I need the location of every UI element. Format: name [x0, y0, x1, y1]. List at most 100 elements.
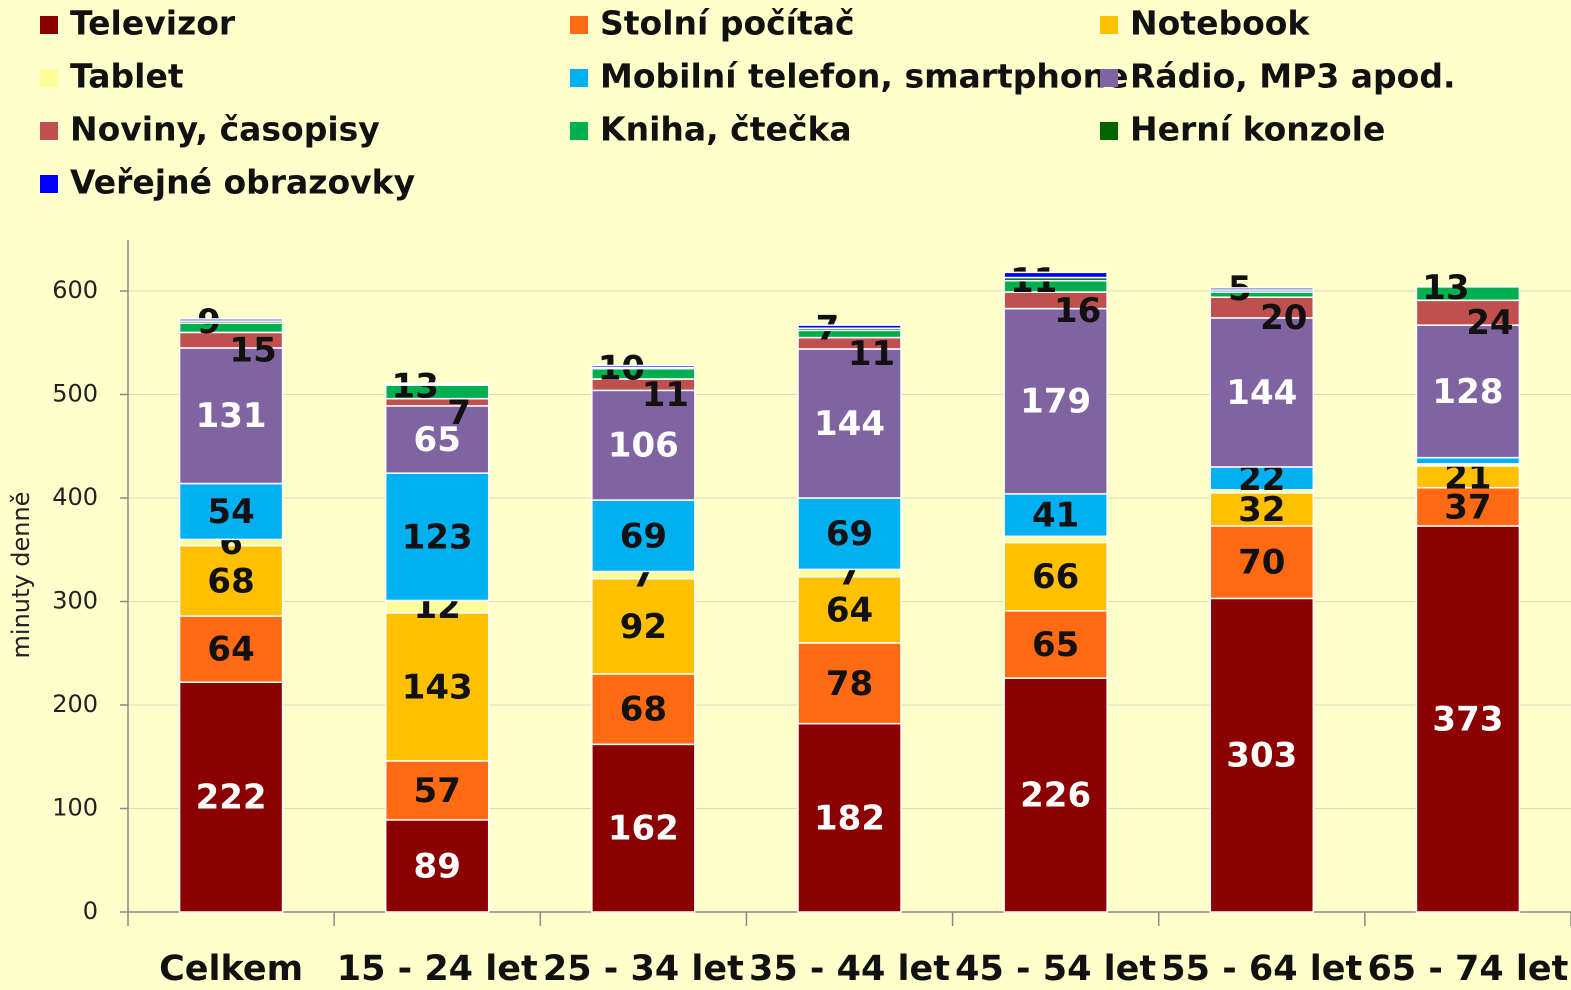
bar-segment	[384, 612, 490, 762]
bar-segment	[1415, 286, 1521, 302]
y-tick-label: 400	[52, 483, 98, 511]
bar-segment	[1415, 324, 1521, 459]
bar-segment	[1003, 677, 1108, 913]
x-tick-label: 55 - 64 let	[1161, 949, 1362, 989]
legend-swatch	[1100, 16, 1118, 34]
data-label: 54	[207, 492, 254, 532]
bar-segment	[384, 760, 490, 821]
bar-segment	[797, 642, 902, 725]
y-axis-label: minuty denně	[7, 492, 35, 659]
bar-segment	[1209, 492, 1315, 527]
bar-segment	[1003, 493, 1108, 538]
data-label: 182	[814, 798, 885, 838]
legend-swatch	[40, 175, 58, 193]
y-tick-label: 200	[52, 690, 98, 718]
legend-label: Mobilní telefon, smartphone	[600, 57, 1128, 96]
data-label: 13	[392, 366, 439, 406]
legend-label: Tablet	[70, 57, 184, 96]
legend-swatch	[40, 16, 58, 34]
bar-segment	[1003, 307, 1108, 495]
bar-segment	[591, 389, 696, 501]
x-tick-label: 25 - 34 let	[543, 949, 744, 989]
legend-label: Noviny, časopisy	[70, 110, 380, 149]
data-label: 65	[1032, 625, 1079, 665]
bar-segment	[797, 722, 902, 913]
y-tick-label: 100	[52, 794, 98, 822]
bar-segment	[591, 743, 696, 913]
x-tick-label: 65 - 74 let	[1367, 949, 1568, 989]
bar-segment	[178, 482, 284, 541]
bar-segment	[384, 405, 490, 474]
y-tick-label: 300	[52, 587, 98, 615]
legend-swatch	[1100, 122, 1118, 140]
data-label: 68	[207, 561, 254, 601]
data-label: 64	[207, 630, 254, 670]
data-label: 68	[620, 690, 667, 730]
x-tick-label: 45 - 54 let	[955, 949, 1156, 989]
data-label: 11	[642, 375, 689, 415]
bar-segment	[178, 544, 284, 617]
data-label: 143	[402, 667, 473, 707]
bar-segment	[384, 382, 490, 385]
data-label: 144	[1226, 373, 1297, 413]
data-label: 41	[1032, 496, 1079, 536]
bar-segment	[591, 673, 696, 746]
data-label: 13	[1422, 268, 1469, 308]
legend-label: Herní konzole	[1130, 110, 1385, 149]
bar-segment	[797, 324, 902, 330]
data-label: 70	[1238, 543, 1285, 583]
x-tick-label: Celkem	[159, 949, 303, 989]
data-label: 131	[196, 396, 267, 436]
bar-segment	[178, 347, 284, 485]
legend-swatch	[570, 122, 588, 140]
legend-swatch	[570, 16, 588, 34]
data-label: 16	[1054, 291, 1101, 331]
legend-label: Veřejné obrazovky	[70, 163, 415, 202]
legend-swatch	[40, 122, 58, 140]
data-label: 373	[1432, 699, 1503, 739]
x-tick-label: 15 - 24 let	[337, 949, 538, 989]
data-label: 32	[1238, 490, 1285, 530]
data-label: 15	[229, 331, 276, 371]
data-label: 57	[414, 771, 461, 811]
data-label: 162	[608, 809, 679, 849]
bar-segment	[178, 615, 284, 683]
bar-segment	[1003, 271, 1108, 279]
bar-segment	[1209, 525, 1315, 600]
legend-label: Notebook	[1130, 4, 1310, 43]
bar-segment	[1003, 541, 1108, 612]
bar-segment	[178, 318, 284, 322]
bar-segment	[384, 472, 490, 602]
bar-segment	[797, 575, 902, 644]
y-tick-label: 600	[52, 276, 98, 304]
data-label: 78	[826, 664, 873, 704]
data-label: 303	[1226, 736, 1297, 776]
data-label: 64	[826, 590, 873, 630]
data-label: 128	[1432, 372, 1503, 412]
y-tick-label: 500	[52, 380, 98, 408]
bar-segment	[591, 499, 696, 573]
bar-segment	[1415, 456, 1521, 465]
bar-segment	[1209, 291, 1315, 298]
legend-label: Kniha, čtečka	[600, 110, 852, 149]
data-label: 37	[1444, 487, 1491, 527]
bar-segment	[1209, 287, 1315, 291]
bar-segment	[591, 364, 696, 369]
legend-swatch	[40, 69, 58, 87]
legend-label: Stolní počítač	[600, 4, 855, 43]
data-label: 123	[402, 517, 473, 557]
legend-swatch	[570, 69, 588, 87]
data-label: 144	[814, 404, 885, 444]
data-label: 222	[196, 778, 267, 818]
legend-swatch	[1100, 69, 1118, 87]
data-label: 106	[608, 426, 679, 466]
data-label: 7	[447, 393, 471, 433]
data-label: 69	[826, 514, 873, 554]
data-label: 24	[1466, 303, 1513, 343]
legend-label: Rádio, MP3 apod.	[1130, 57, 1456, 96]
data-label: 66	[1032, 557, 1079, 597]
bar-segment	[1003, 535, 1108, 544]
data-label: 65	[414, 420, 461, 460]
data-label: 69	[620, 516, 667, 556]
